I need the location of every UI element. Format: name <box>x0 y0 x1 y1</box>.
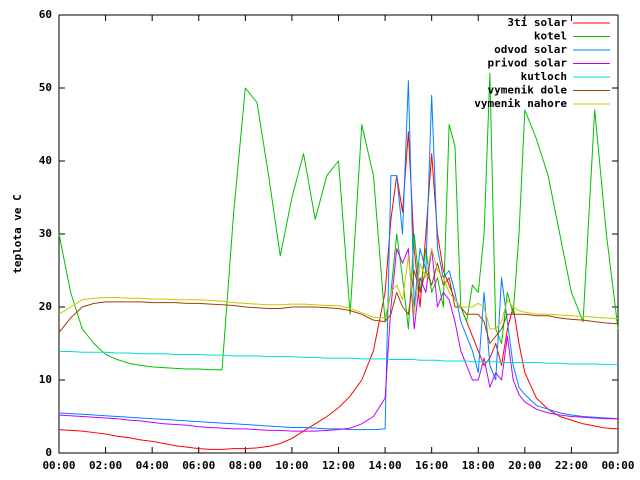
legend-label: kotel <box>534 30 567 43</box>
y-tick-label: 20 <box>39 300 52 313</box>
series-line <box>58 248 618 432</box>
x-tick-label: 08:00 <box>229 459 262 472</box>
y-tick-label: 40 <box>39 154 52 167</box>
x-tick-label: 06:00 <box>182 459 215 472</box>
legend-label: kutloch <box>521 70 567 83</box>
x-tick-label: 10:00 <box>275 459 308 472</box>
legend-label: vymenik nahore <box>474 97 567 110</box>
legend-label: odvod solar <box>494 43 567 56</box>
x-tick-label: 18:00 <box>462 459 495 472</box>
x-tick-label: 04:00 <box>136 459 169 472</box>
x-tick-label: 20:00 <box>508 459 541 472</box>
series-line <box>58 248 619 330</box>
x-tick-label: 02:00 <box>89 459 122 472</box>
x-tick-label: 00:00 <box>42 459 75 472</box>
legend-label: vymenik dole <box>488 84 568 97</box>
legend-label: privod solar <box>488 57 568 70</box>
series-line <box>58 80 619 431</box>
x-tick-label: 16:00 <box>415 459 448 472</box>
series-line <box>59 351 618 366</box>
y-axis-label: teplota ve C <box>11 194 24 273</box>
y-tick-label: 30 <box>39 227 52 240</box>
x-tick-label: 22:00 <box>555 459 588 472</box>
y-tick-label: 60 <box>39 8 52 21</box>
legend-label: 3ti solar <box>507 16 567 29</box>
x-tick-label: 14:00 <box>369 459 402 472</box>
series-line <box>58 262 619 344</box>
x-tick-label: 12:00 <box>322 459 355 472</box>
y-tick-label: 0 <box>45 446 52 459</box>
x-tick-label: 00:00 <box>601 459 634 472</box>
y-tick-label: 10 <box>39 373 52 386</box>
y-tick-label: 50 <box>39 81 52 94</box>
